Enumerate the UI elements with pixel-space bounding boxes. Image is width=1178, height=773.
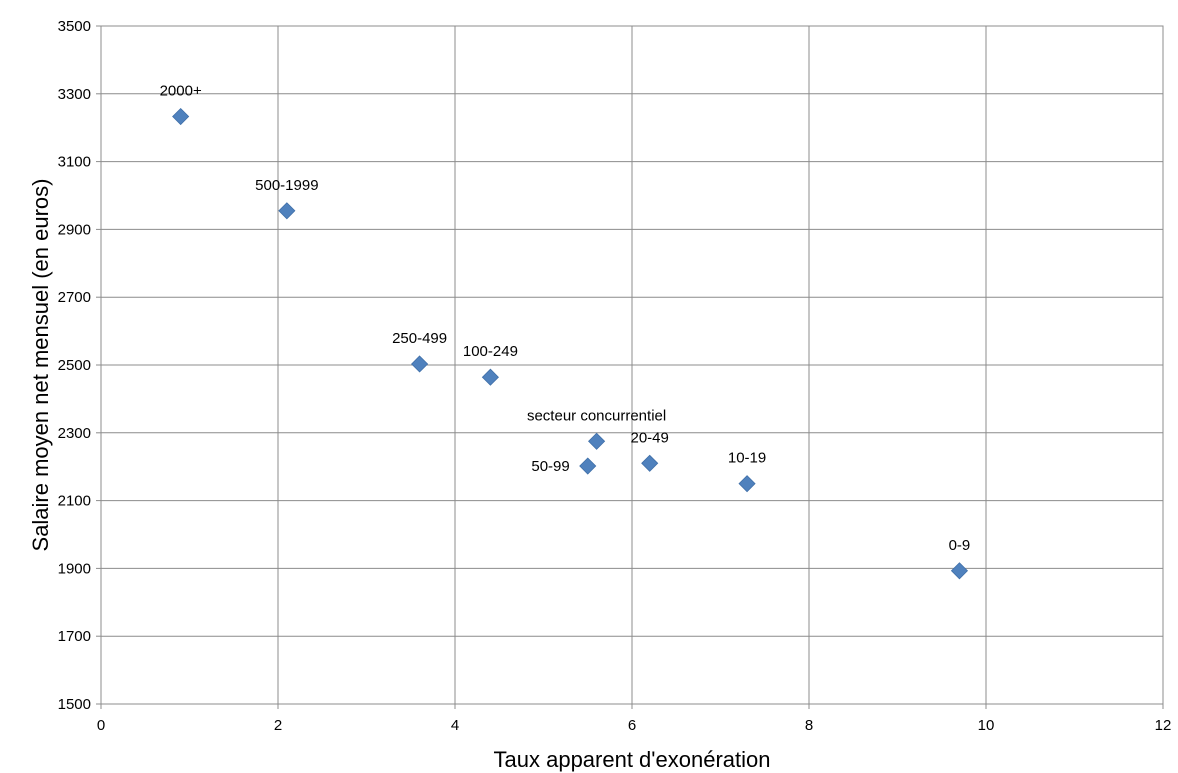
y-tick-label: 1900 <box>58 560 91 577</box>
data-point <box>579 457 597 475</box>
y-tick-label: 2100 <box>58 493 91 510</box>
data-point <box>641 454 659 472</box>
y-tick-label: 3500 <box>58 18 91 35</box>
data-point <box>588 432 606 450</box>
data-label: 0-9 <box>949 537 971 554</box>
data-point <box>172 107 190 126</box>
y-axis-ticks: 1500 1700 1900 2100 2300 2500 2700 2900 3100 3300… <box>58 18 101 713</box>
data-label: 50-99 <box>531 458 569 475</box>
y-tick-label: 3300 <box>58 86 91 103</box>
y-tick-label: 3100 <box>58 154 91 171</box>
data-point <box>950 562 969 580</box>
x-tick-label: 8 <box>805 717 813 734</box>
data-label: secteur concurrentiel <box>527 407 666 424</box>
data-label: 500-1999 <box>255 177 318 194</box>
y-tick-label: 2700 <box>58 289 91 306</box>
y-tick-label: 2900 <box>58 221 91 238</box>
grid <box>100 25 1164 705</box>
data-label: 2000+ <box>160 83 202 100</box>
data-label: 10-19 <box>728 450 766 467</box>
x-tick-label: 2 <box>274 717 282 734</box>
x-tick-label: 0 <box>97 717 105 734</box>
y-tick-label: 2300 <box>58 425 91 442</box>
x-tick-label: 10 <box>978 717 995 734</box>
y-tick-label: 1700 <box>58 628 91 645</box>
y-axis-title: Salaire moyen net mensuel (en euros) <box>28 179 53 552</box>
x-tick-label: 4 <box>451 717 459 734</box>
x-axis-ticks: 0 2 4 6 8 10 12 <box>97 704 1172 734</box>
data-label: 100-249 <box>463 343 518 360</box>
data-labels: 2000+ 500-1999 250-499 100-249 secteur concu… <box>160 83 971 554</box>
data-points <box>172 107 969 580</box>
data-point <box>278 202 296 220</box>
y-tick-label: 2500 <box>58 357 91 374</box>
data-point <box>411 355 429 373</box>
x-tick-label: 12 <box>1155 717 1172 734</box>
data-label: 250-499 <box>392 330 447 347</box>
data-point <box>738 475 756 493</box>
data-label: 20-49 <box>631 429 669 446</box>
data-point <box>481 368 499 386</box>
y-tick-label: 1500 <box>58 696 91 713</box>
x-tick-label: 6 <box>628 717 636 734</box>
x-axis-title: Taux apparent d'exonération <box>494 747 771 772</box>
